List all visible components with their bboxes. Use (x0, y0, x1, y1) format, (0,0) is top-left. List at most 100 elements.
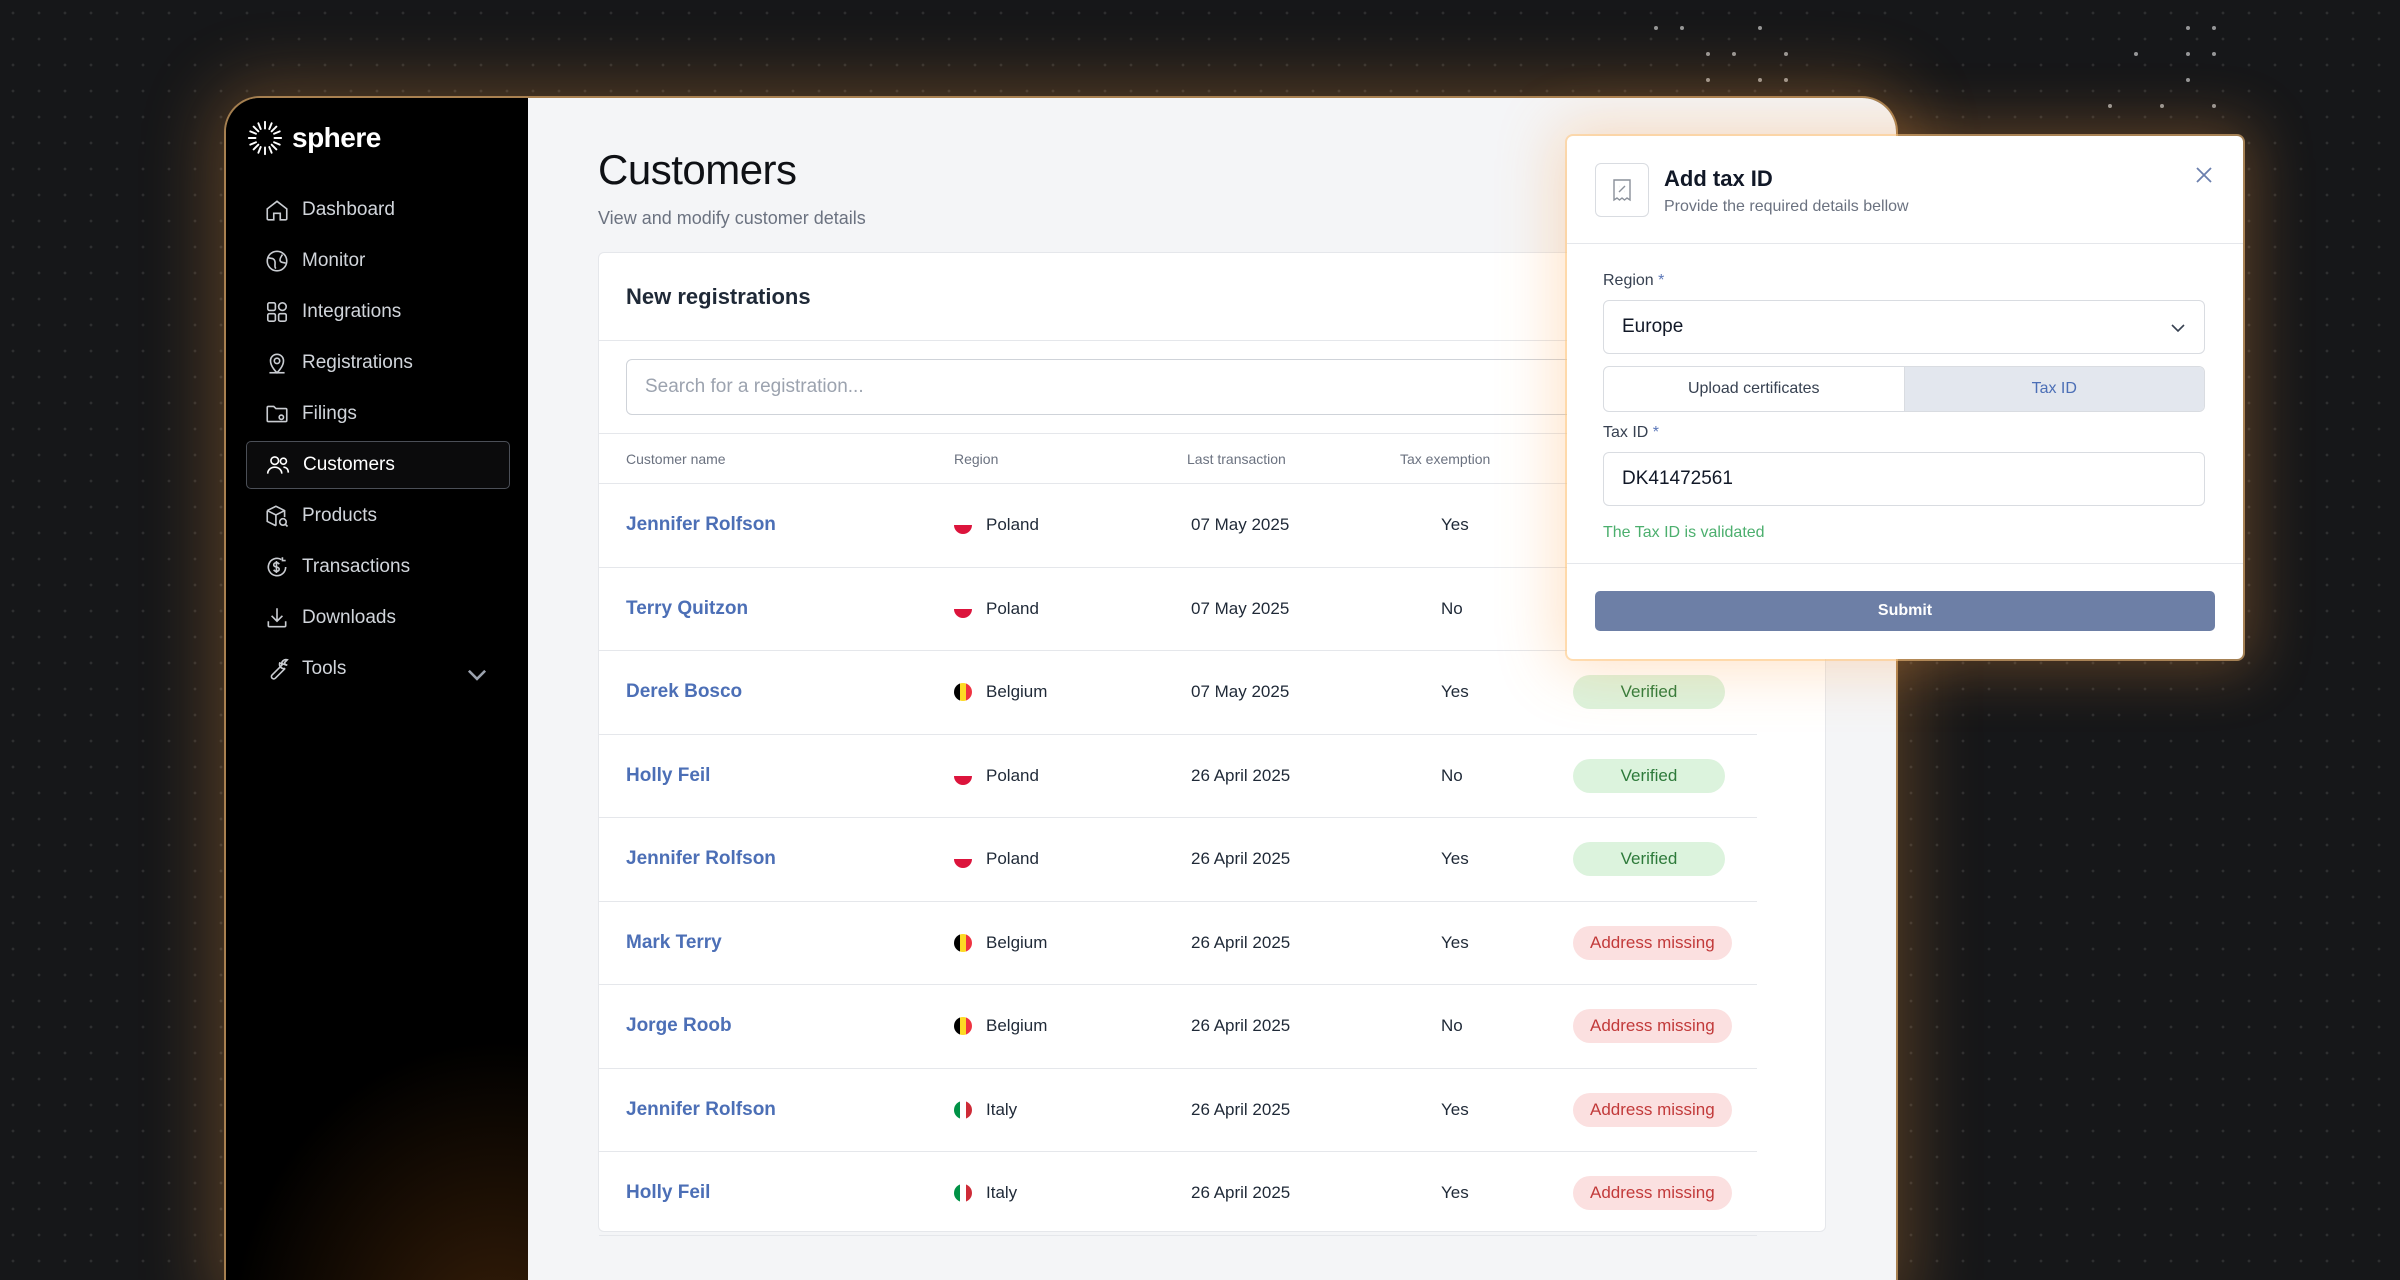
customer-name-link[interactable]: Jorge Roob (626, 1015, 732, 1037)
sidebar-nav: Dashboard Monitor Integrations Registrat… (226, 186, 528, 693)
required-mark: * (1652, 424, 1660, 441)
status-badge: Verified (1573, 758, 1725, 793)
sidebar-item-customers[interactable]: Customers (246, 441, 510, 489)
card-title: New registrations (626, 283, 811, 309)
region-cell: Poland (954, 766, 1039, 786)
table-row[interactable]: Derek Bosco Belgium 07 May 2025 Yes Verified (599, 651, 1757, 735)
poland-flag-icon (954, 850, 972, 869)
tab-upload-certificates[interactable]: Upload certificates (1687, 380, 1820, 397)
sidebar-item-integrations[interactable]: Integrations (246, 288, 510, 336)
last-transaction-cell: 26 April 2025 (1191, 765, 1291, 785)
users-icon (266, 456, 290, 474)
tax-id-label-text: Tax ID (1603, 424, 1649, 441)
sidebar-item-label: Downloads (302, 607, 396, 628)
package-icon (266, 505, 289, 528)
belgium-flag-icon (954, 1017, 972, 1036)
table-row[interactable]: Holly Feil Italy 26 April 2025 Yes Address m… (599, 1152, 1757, 1236)
customer-name-link[interactable]: Holly Feil (626, 764, 711, 786)
brand-name: sphere (292, 122, 381, 153)
last-transaction-cell: 07 May 2025 (1191, 682, 1290, 702)
table-row[interactable]: Terry Quitzon Poland 07 May 2025 No (599, 568, 1757, 651)
italy-flag-icon (954, 1100, 972, 1119)
table-row[interactable]: Jennifer Rolfson Poland 07 May 2025 Yes (599, 484, 1757, 568)
status-badge: Address missing (1573, 1176, 1732, 1211)
sidebar-item-transactions[interactable]: Transactions (246, 543, 510, 591)
sidebar-item-dashboard[interactable]: Dashboard (246, 186, 510, 234)
chevron-down-icon[interactable] (464, 661, 490, 687)
column-header-customer-name[interactable]: Customer name (626, 450, 726, 467)
sidebar-item-label: Monitor (302, 250, 366, 271)
modal-title: Add tax ID (1664, 166, 1773, 191)
sidebar-item-monitor[interactable]: Monitor (246, 237, 510, 285)
customer-name-link[interactable]: Mark Terry (626, 931, 722, 953)
brand-logo[interactable]: sphere (226, 118, 528, 158)
sidebar-item-label: Filings (302, 403, 357, 424)
last-transaction-cell: 26 April 2025 (1191, 849, 1291, 869)
chevron-down-icon (2171, 324, 2185, 333)
region-label: Region * (1603, 272, 1664, 290)
status-badge: Address missing (1573, 1092, 1732, 1127)
tax-exemption-cell: Yes (1441, 1183, 1469, 1203)
last-transaction-cell: 07 May 2025 (1191, 515, 1290, 535)
sidebar-item-tools[interactable]: Tools (246, 645, 510, 693)
status-badge: Verified (1573, 675, 1725, 710)
region-select[interactable]: Europe (1603, 300, 2205, 354)
tax-exemption-cell: Yes (1441, 932, 1469, 952)
grid-icon (266, 301, 288, 323)
customer-name-link[interactable]: Holly Feil (626, 1182, 711, 1204)
belgium-flag-icon (954, 683, 972, 702)
sidebar-item-filings[interactable]: Filings (246, 390, 510, 438)
customer-name-link[interactable]: Terry Quitzon (626, 597, 749, 619)
sidebar-item-label: Tools (302, 658, 347, 679)
sphere-logo-icon (247, 120, 283, 156)
sidebar-item-label: Products (302, 505, 377, 526)
download-icon (267, 608, 287, 628)
region-cell: Poland (954, 515, 1039, 535)
region-cell: Belgium (954, 1016, 1047, 1036)
sidebar: sphere Dashboard Monitor Integrations Re… (226, 98, 528, 1280)
tab-tax-id[interactable]: Tax ID (1903, 367, 2204, 411)
region-cell: Belgium (954, 682, 1047, 702)
region-cell: Italy (954, 1183, 1017, 1203)
table-row[interactable]: Jennifer Rolfson Poland 26 April 2025 Yes Ve… (599, 818, 1757, 902)
page-subtitle: View and modify customer details (598, 208, 866, 228)
table-row[interactable]: Jorge Roob Belgium 26 April 2025 No Address … (599, 985, 1757, 1069)
region-name: Poland (986, 515, 1039, 535)
status-badge: Verified (1573, 842, 1725, 877)
submit-button[interactable]: Submit (1595, 591, 2215, 631)
column-header-region[interactable]: Region (954, 450, 999, 467)
table-row[interactable]: Jennifer Rolfson Italy 26 April 2025 Yes Add… (599, 1069, 1757, 1152)
tax-exemption-cell: No (1441, 765, 1463, 785)
sidebar-item-registrations[interactable]: Registrations (246, 339, 510, 387)
wrench-icon (270, 658, 289, 680)
sidebar-item-products[interactable]: Products (246, 492, 510, 540)
table-row[interactable]: Holly Feil Poland 26 April 2025 No Verified (599, 735, 1757, 818)
tax-exemption-cell: Yes (1441, 515, 1469, 535)
region-name: Belgium (986, 1016, 1048, 1036)
region-select-value: Europe (1622, 316, 1684, 337)
globe-icon (266, 250, 288, 272)
region-name: Belgium (986, 932, 1048, 952)
input-method-toggle: Upload certificates Tax ID (1603, 366, 2205, 412)
tax-exemption-cell: Yes (1441, 682, 1469, 702)
customer-name-link[interactable]: Jennifer Rolfson (626, 848, 776, 870)
sidebar-item-downloads[interactable]: Downloads (246, 594, 510, 642)
tax-exemption-cell: No (1441, 1016, 1463, 1036)
column-header-last-transaction[interactable]: Last transaction (1187, 450, 1286, 467)
table-row[interactable]: Mark Terry Belgium 26 April 2025 Yes Address… (599, 902, 1757, 985)
region-name: Belgium (986, 682, 1048, 702)
customer-name-link[interactable]: Derek Bosco (626, 681, 743, 703)
customer-name-link[interactable]: Jennifer Rolfson (626, 1098, 776, 1120)
last-transaction-cell: 26 April 2025 (1191, 1016, 1291, 1036)
modal-subtitle: Provide the required details bellow (1664, 198, 1909, 215)
close-icon[interactable] (2193, 164, 2215, 186)
poland-flag-icon (954, 766, 972, 785)
column-header-tax-exemption[interactable]: Tax exemption (1400, 450, 1491, 467)
last-transaction-cell: 07 May 2025 (1191, 598, 1290, 618)
customer-name-link[interactable]: Jennifer Rolfson (626, 514, 776, 536)
tax-exemption-cell: Yes (1441, 849, 1469, 869)
region-cell: Poland (954, 599, 1039, 619)
table-header: Customer name Region Last transaction Ta… (599, 434, 1825, 484)
tax-id-input[interactable] (1603, 452, 2205, 506)
tax-id-label: Tax ID * (1603, 424, 1659, 442)
